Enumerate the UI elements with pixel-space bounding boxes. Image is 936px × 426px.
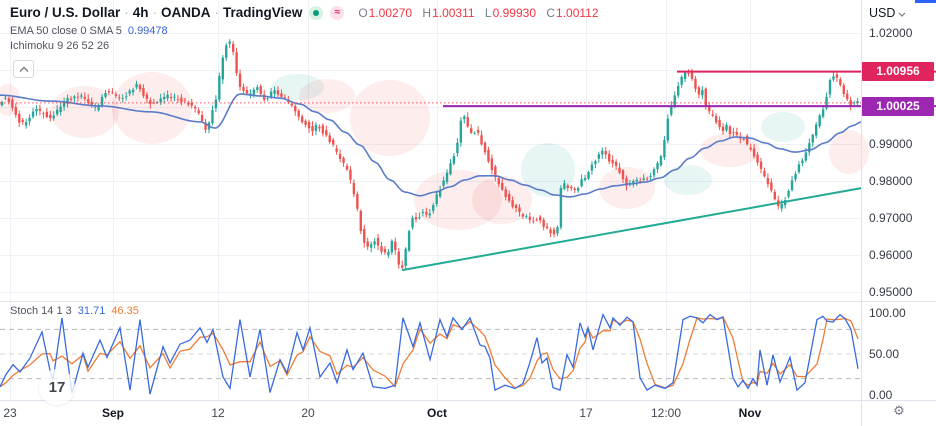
stoch-tick-label: 100.00 — [869, 306, 906, 320]
time-axis[interactable]: 23 Sep 12 20 Oct 17 12:00 Nov — [0, 401, 936, 426]
price-tick-label: 1.02000 — [869, 26, 913, 40]
pane-divider[interactable] — [0, 301, 936, 302]
time-axis-border — [0, 400, 936, 401]
high-label: H — [422, 5, 432, 20]
stoch-tick-label: 0.00 — [869, 388, 893, 402]
price-tick-label: 0.99000 — [869, 137, 913, 151]
ichimoku-legend[interactable]: Ichimoku 9 26 52 26 — [10, 40, 109, 52]
high-value: 1.00311 — [432, 5, 475, 20]
close-value: 1.00112 — [556, 5, 599, 20]
time-tick-label: Sep — [101, 406, 124, 420]
price-tick-label: 0.95000 — [869, 285, 913, 299]
ichimoku-legend-label: Ichimoku 9 26 52 26 — [10, 40, 110, 52]
stoch-k-value: 31.71 — [77, 305, 106, 317]
open-value: 1.00270 — [368, 5, 413, 20]
stoch-pane — [0, 312, 862, 395]
currency-dropdown[interactable]: USD — [869, 6, 906, 20]
synthetic-symbol-icon[interactable]: ≈ — [330, 5, 345, 20]
stoch-legend-label: Stoch 14 1 3 — [10, 305, 72, 317]
separator-dot: · — [214, 5, 220, 20]
stoch-d-value: 46.35 — [111, 305, 139, 317]
stoch-d-line — [0, 316, 859, 389]
price-tick-label: 0.97000 — [869, 211, 913, 225]
ema-legend[interactable]: EMA 50 close 0 SMA 5 0.99478 — [10, 25, 168, 37]
low-label: L — [484, 5, 492, 20]
time-tick-label: Oct — [426, 406, 447, 420]
candlestick-series — [0, 39, 859, 270]
open-label: O — [358, 5, 368, 20]
time-tick-label: Nov — [738, 406, 762, 420]
stoch-k-line — [0, 312, 859, 395]
time-tick-label: 23 — [3, 406, 17, 420]
separator-dot: · — [152, 5, 158, 20]
time-tick-label: 12 — [211, 406, 225, 420]
low-value: 0.99930 — [492, 5, 536, 20]
price-tick-label: 0.98000 — [869, 174, 913, 188]
price-axis[interactable]: USD 1.02000 0.99000 0.98000 0.97000 0.96000 0… — [862, 0, 936, 426]
stoch-tick-label: 50.00 — [869, 347, 900, 361]
vendor-label[interactable]: TradingView — [223, 5, 303, 20]
support-price-badge[interactable]: 1.00025 — [862, 96, 934, 116]
exchange-label[interactable]: OANDA — [161, 5, 211, 20]
pane-collapse-button[interactable] — [13, 60, 34, 78]
ema-line — [0, 93, 862, 198]
ohlc-values: O1.00270 H1.00311 L0.99930 C1.00112 — [358, 6, 605, 20]
symbol-title[interactable]: Euro / U.S. Dollar — [10, 5, 121, 20]
chevron-up-icon — [19, 60, 29, 78]
price-tick-label: 0.96000 — [869, 248, 913, 262]
axis-settings-gear-icon[interactable]: ⚙ — [893, 404, 905, 419]
currency-label: USD — [869, 6, 896, 20]
tradingview-logo-glyph: 17 — [48, 378, 66, 396]
toolbar-button-fragment — [915, 0, 936, 3]
time-tick-label: 12:00 — [650, 406, 682, 420]
symbol-legend[interactable]: Euro / U.S. Dollar · 4h · OANDA · Tradin… — [10, 5, 606, 20]
chevron-down-icon — [898, 6, 906, 20]
interval-label[interactable]: 4h — [132, 5, 149, 20]
ichimoku-cloud — [0, 72, 869, 230]
resistance-price-badge[interactable]: 1.00956 — [862, 62, 934, 82]
stoch-legend[interactable]: Stoch 14 1 3 31.71 46.35 — [10, 305, 139, 317]
market-open-dot-icon[interactable] — [309, 5, 324, 20]
price-axis-border — [861, 0, 862, 426]
close-label: C — [546, 5, 556, 20]
tradingview-watermark-logo[interactable]: 17 — [39, 369, 75, 405]
grid-lines — [0, 0, 862, 400]
ema-legend-value: 0.99478 — [127, 25, 168, 37]
separator-dot: · — [124, 5, 129, 20]
time-tick-label: 20 — [301, 406, 315, 420]
time-tick-label: 17 — [579, 406, 593, 420]
ema-legend-label: EMA 50 close 0 SMA 5 — [10, 25, 122, 37]
